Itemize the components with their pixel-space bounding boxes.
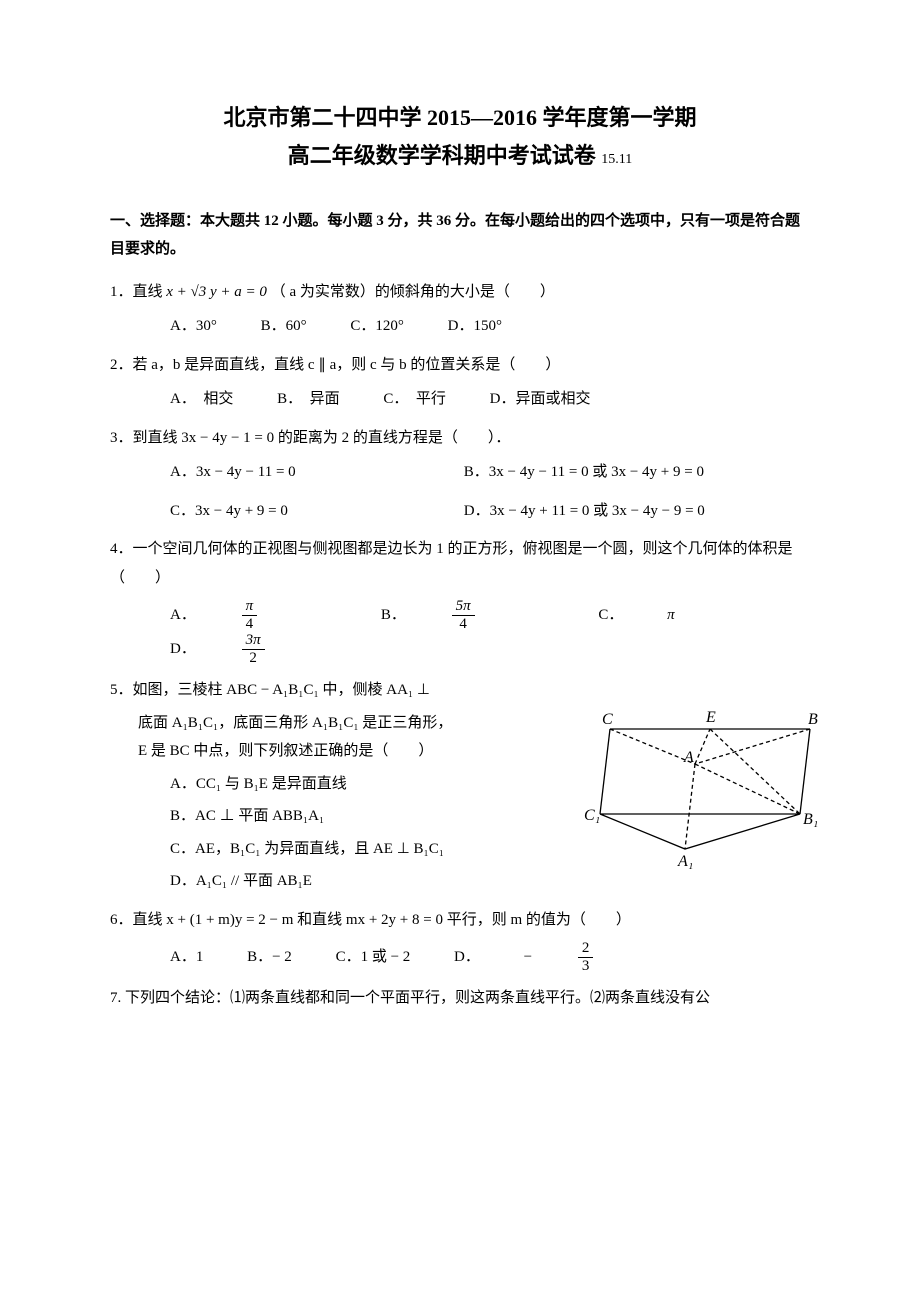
q4-b-den: 4 (452, 616, 475, 633)
q1-expression: x + √3 y + a = 0 (166, 284, 267, 300)
q3-opt-d: D．3x − 4y + 11 = 0 或 3x − 4y − 9 = 0 (464, 497, 754, 526)
q6-opt-d: D． − 23 (454, 940, 673, 974)
q4-d-den: 2 (242, 650, 265, 667)
svg-text:E: E (705, 709, 716, 726)
q4-b-num: 5π (452, 598, 475, 616)
q4-opt-c: C． π (598, 601, 714, 630)
q6-opt-a: A．1 (170, 943, 203, 972)
svg-text:B: B (808, 711, 818, 728)
question-3: 3．到直线 3x − 4y − 1 = 0 的距离为 2 的直线方程是（ ）． (110, 424, 810, 453)
q4-options: A． π4 B． 5π4 C． π D． 3π2 (110, 598, 810, 666)
q3-opt-a: A．3x − 4y − 11 = 0 (170, 458, 460, 487)
q6-d-sign: − (524, 943, 532, 972)
svg-text:A₁: A₁ (677, 853, 693, 870)
section-1-heading: 一、选择题：本大题共 12 小题。每小题 3 分，共 36 分。在每小题给出的四… (110, 207, 810, 264)
title-date: 15.11 (601, 152, 632, 167)
q3-options-row2: C．3x − 4y + 9 = 0 D．3x − 4y + 11 = 0 或 3… (110, 497, 810, 526)
q1-opt-a: A．30° (170, 312, 217, 341)
svg-text:B₁: B₁ (803, 811, 818, 828)
q1-opt-d: D．150° (448, 312, 502, 341)
q1-opt-c: C．120° (350, 312, 404, 341)
q4-a-label: A． (170, 601, 196, 630)
q6-d-num: 2 (578, 940, 594, 958)
q4-stem: 4．一个空间几何体的正视图与侧视图都是边长为 1 的正方形，俯视图是一个圆，则这… (110, 541, 793, 586)
q3-options-row1: A．3x − 4y − 11 = 0 B．3x − 4y − 11 = 0 或 … (110, 458, 810, 487)
q1-stem-pre: 1．直线 (110, 284, 166, 300)
question-1: 1．直线 x + √3 y + a = 0 （ a 为实常数）的倾斜角的大小是（… (110, 278, 810, 307)
q4-opt-a: A． π4 (170, 598, 337, 632)
prism-figure: C E B A C₁ B₁ A₁ (580, 704, 820, 874)
question-6: 6．直线 x + (1 + m)y = 2 − m 和直线 mx + 2y + … (110, 906, 810, 935)
title-line2: 高二年级数学学科期中考试试卷 15.11 (110, 135, 810, 177)
svg-text:C: C (602, 711, 613, 728)
question-4: 4．一个空间几何体的正视图与侧视图都是边长为 1 的正方形，俯视图是一个圆，则这… (110, 535, 810, 592)
q4-c-val: π (667, 601, 675, 630)
q4-opt-d: D． 3π2 (170, 632, 345, 666)
q2-opt-c: C． 平行 (383, 385, 446, 414)
q4-b-label: B． (381, 601, 406, 630)
q4-c-label: C． (598, 601, 623, 630)
title-line1: 北京市第二十四中学 2015—2016 学年度第一学期 (110, 100, 810, 135)
q4-opt-b: B． 5π4 (381, 598, 555, 632)
q3-opt-b: B．3x − 4y − 11 = 0 或 3x − 4y + 9 = 0 (464, 458, 754, 487)
q2-opt-b: B． 异面 (277, 385, 340, 414)
svg-text:A: A (683, 749, 694, 766)
q1-options: A．30° B．60° C．120° D．150° (110, 312, 810, 341)
q5-line1: 5．如图，三棱柱 ABC − A₁B₁C₁ 中，侧棱 AA₁ ⊥ (110, 676, 810, 705)
q6-d-den: 3 (578, 958, 594, 975)
q6-opt-b: B．− 2 (247, 943, 292, 972)
q4-a-den: 4 (242, 616, 258, 633)
q6-opt-c: C．1 或 − 2 (336, 943, 411, 972)
q6-options: A．1 B．− 2 C．1 或 − 2 D． − 23 (110, 940, 810, 974)
title-main: 高二年级数学学科期中考试试卷 (288, 143, 596, 168)
q2-options: A． 相交 B． 异面 C． 平行 D．异面或相交 (110, 385, 810, 414)
q2-opt-a: A． 相交 (170, 385, 233, 414)
q4-a-num: π (242, 598, 258, 616)
q6-d-label: D． (454, 943, 480, 972)
q3-opt-c: C．3x − 4y + 9 = 0 (170, 497, 460, 526)
svg-text:C₁: C₁ (584, 807, 600, 824)
question-5-wrap: 5．如图，三棱柱 ABC − A₁B₁C₁ 中，侧棱 AA₁ ⊥ 底面 A₁B₁… (110, 676, 810, 896)
q1-opt-b: B．60° (261, 312, 307, 341)
q1-stem-post: （ a 为实常数）的倾斜角的大小是（ ） (271, 284, 555, 300)
question-7: 7. 下列四个结论：⑴两条直线都和同一个平面平行，则这两条直线平行。⑵两条直线没… (110, 984, 810, 1013)
q2-opt-d: D．异面或相交 (490, 385, 591, 414)
q4-d-num: 3π (242, 632, 265, 650)
question-2: 2．若 a，b 是异面直线，直线 c ∥ a，则 c 与 b 的位置关系是（ ） (110, 351, 810, 380)
q4-d-label: D． (170, 635, 196, 664)
